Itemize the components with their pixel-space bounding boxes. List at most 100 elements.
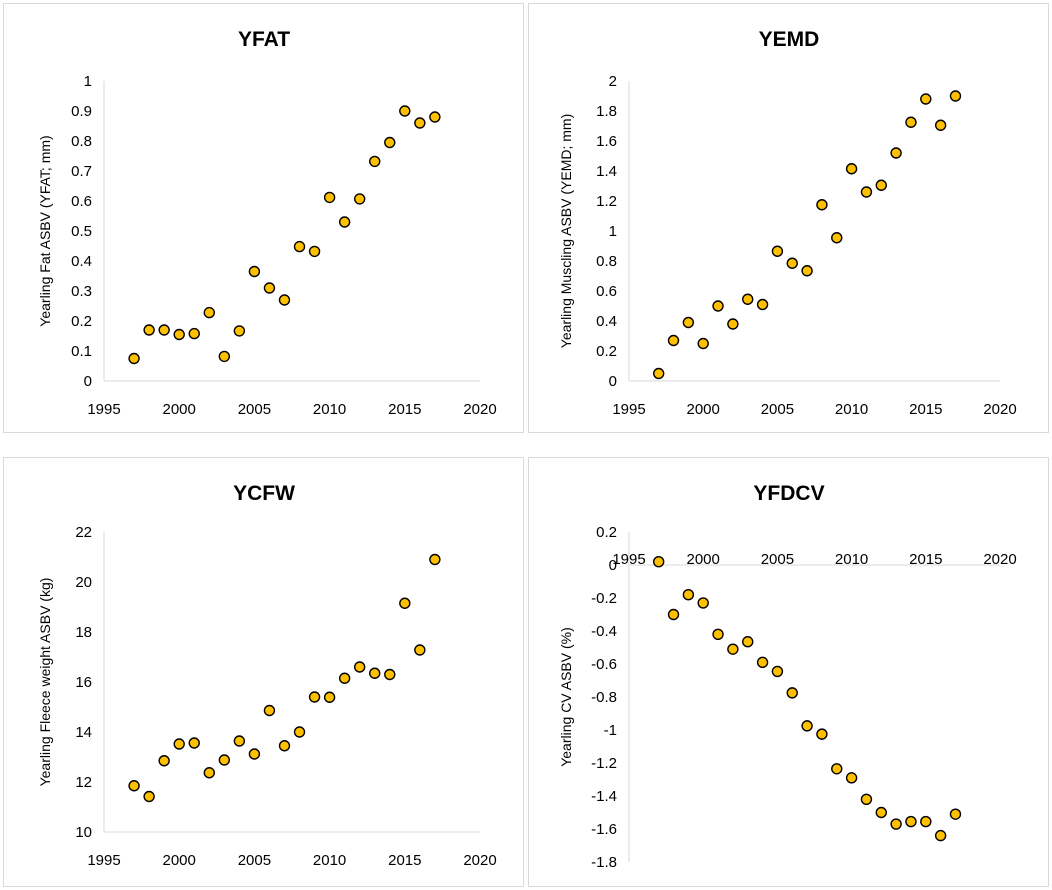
- y-tick-label: 14: [75, 724, 92, 741]
- x-tick-label: 2000: [163, 401, 196, 418]
- data-point: [188, 737, 200, 749]
- y-tick-label: -0.6: [591, 656, 617, 673]
- data-point: [323, 191, 336, 204]
- x-tick-label: 2005: [761, 551, 794, 568]
- x-tick-label: 2015: [388, 401, 421, 418]
- chart-yfdcv: YFDCV Yearling CV ASBV (%) 0.2 0 -0.2 -0.4 -0.…: [558, 482, 1017, 871]
- y-tick-label: 0.8: [596, 253, 617, 270]
- data-point: [233, 325, 246, 337]
- y-tick-label: 2: [609, 73, 617, 90]
- data-point: [369, 155, 381, 168]
- data-point: [934, 119, 947, 131]
- data-point: [816, 199, 828, 211]
- x-tick-label: 2015: [909, 551, 942, 568]
- y-tick-label: -1.2: [591, 755, 617, 772]
- data-point: [949, 90, 962, 102]
- data-point: [845, 163, 858, 175]
- chart-panel-ycfw: YCFW Yearling Fleece weight ASBV (kg) 10 12…: [3, 457, 524, 887]
- chart-title: YFAT: [238, 28, 290, 51]
- y-axis-label: Yearling Fleece weight ASBV (kg): [37, 578, 53, 787]
- y-tick-label: 1: [609, 223, 617, 240]
- y-tick-label: 0.2: [71, 313, 92, 330]
- x-tick-label: 2015: [909, 401, 942, 418]
- data-point: [712, 628, 724, 641]
- data-point: [188, 327, 200, 340]
- chart-yfat: YFAT Yearling Fat ASBV (YFAT; mm) 0 0.1 0.2 0…: [37, 28, 497, 418]
- data-point: [920, 815, 932, 828]
- x-tick-label: 2020: [463, 401, 496, 418]
- data-point: [158, 324, 170, 336]
- data-point: [934, 829, 947, 842]
- y-tick-label: 10: [75, 824, 92, 841]
- y-tick-label: 0: [84, 373, 92, 390]
- data-point: [801, 720, 813, 732]
- data-point: [173, 738, 185, 750]
- y-tick-label: 18: [75, 624, 92, 641]
- data-point: [920, 93, 932, 105]
- chart-ycfw: YCFW Yearling Fleece weight ASBV (kg) 10 12…: [37, 482, 497, 869]
- data-point: [338, 216, 351, 228]
- data-point: [949, 808, 962, 820]
- data-point: [158, 755, 170, 767]
- data-point: [801, 265, 813, 277]
- data-point: [218, 350, 231, 363]
- y-tick-label: -0.2: [591, 590, 617, 607]
- y-tick-label: -1.8: [591, 854, 617, 871]
- data-point: [890, 147, 902, 159]
- y-tick-label: -0.8: [591, 689, 617, 706]
- data-point: [263, 704, 276, 717]
- data-point: [143, 324, 155, 336]
- data-point: [248, 748, 261, 760]
- x-tick-label: 1995: [612, 401, 645, 418]
- data-point: [667, 608, 680, 621]
- data-point: [727, 318, 739, 330]
- y-tick-label: 0.5: [71, 223, 92, 240]
- data-point: [338, 672, 351, 684]
- data-point: [742, 293, 754, 305]
- x-tick-label: 2005: [238, 401, 271, 418]
- chart-title: YEMD: [759, 28, 820, 51]
- y-tick-label: 0.7: [71, 163, 92, 180]
- chart-title: YFDCV: [753, 482, 824, 505]
- data-point: [875, 179, 887, 191]
- y-tick-label: -1: [604, 722, 617, 739]
- data-point: [173, 328, 185, 341]
- data-point: [429, 111, 441, 123]
- data-point: [143, 790, 155, 803]
- y-tick-label: 0: [609, 557, 617, 574]
- y-tick-label: 0.1: [71, 343, 92, 360]
- y-tick-label: 22: [75, 524, 92, 541]
- data-point: [697, 337, 709, 350]
- data-point: [308, 691, 321, 703]
- data-point: [399, 105, 411, 117]
- data-point: [429, 553, 441, 566]
- data-point: [786, 257, 798, 269]
- chart-yemd: YEMD Yearling Muscling ASBV (YEMD; mm) 0 0.…: [558, 28, 1017, 418]
- x-tick-label: 1995: [612, 551, 645, 568]
- data-point: [384, 136, 396, 149]
- data-point: [682, 316, 695, 329]
- data-point: [831, 232, 843, 244]
- chart-panel-yfat: YFAT Yearling Fat ASBV (YFAT; mm) 0 0.1 0.2 0…: [3, 3, 524, 433]
- data-point: [353, 193, 366, 205]
- y-tick-label: 0.8: [71, 133, 92, 150]
- data-point: [414, 644, 426, 656]
- data-point: [756, 656, 769, 669]
- data-point: [697, 597, 709, 609]
- x-tick-label: 2020: [983, 401, 1016, 418]
- x-tick-label: 2000: [163, 852, 196, 869]
- y-axis-label: Yearling Muscling ASBV (YEMD; mm): [558, 114, 574, 348]
- data-point: [860, 186, 873, 198]
- data-point: [742, 636, 754, 648]
- y-tick-label: 20: [75, 574, 92, 591]
- y-tick-label: 0: [609, 373, 617, 390]
- y-tick-label: -1.6: [591, 821, 617, 838]
- data-point: [203, 767, 215, 779]
- data-point: [293, 726, 306, 738]
- data-point: [845, 772, 858, 784]
- data-point: [399, 597, 411, 609]
- data-point: [218, 754, 231, 766]
- chart-title: YCFW: [233, 482, 295, 505]
- data-point: [384, 668, 396, 681]
- y-tick-label: 0.2: [596, 524, 617, 541]
